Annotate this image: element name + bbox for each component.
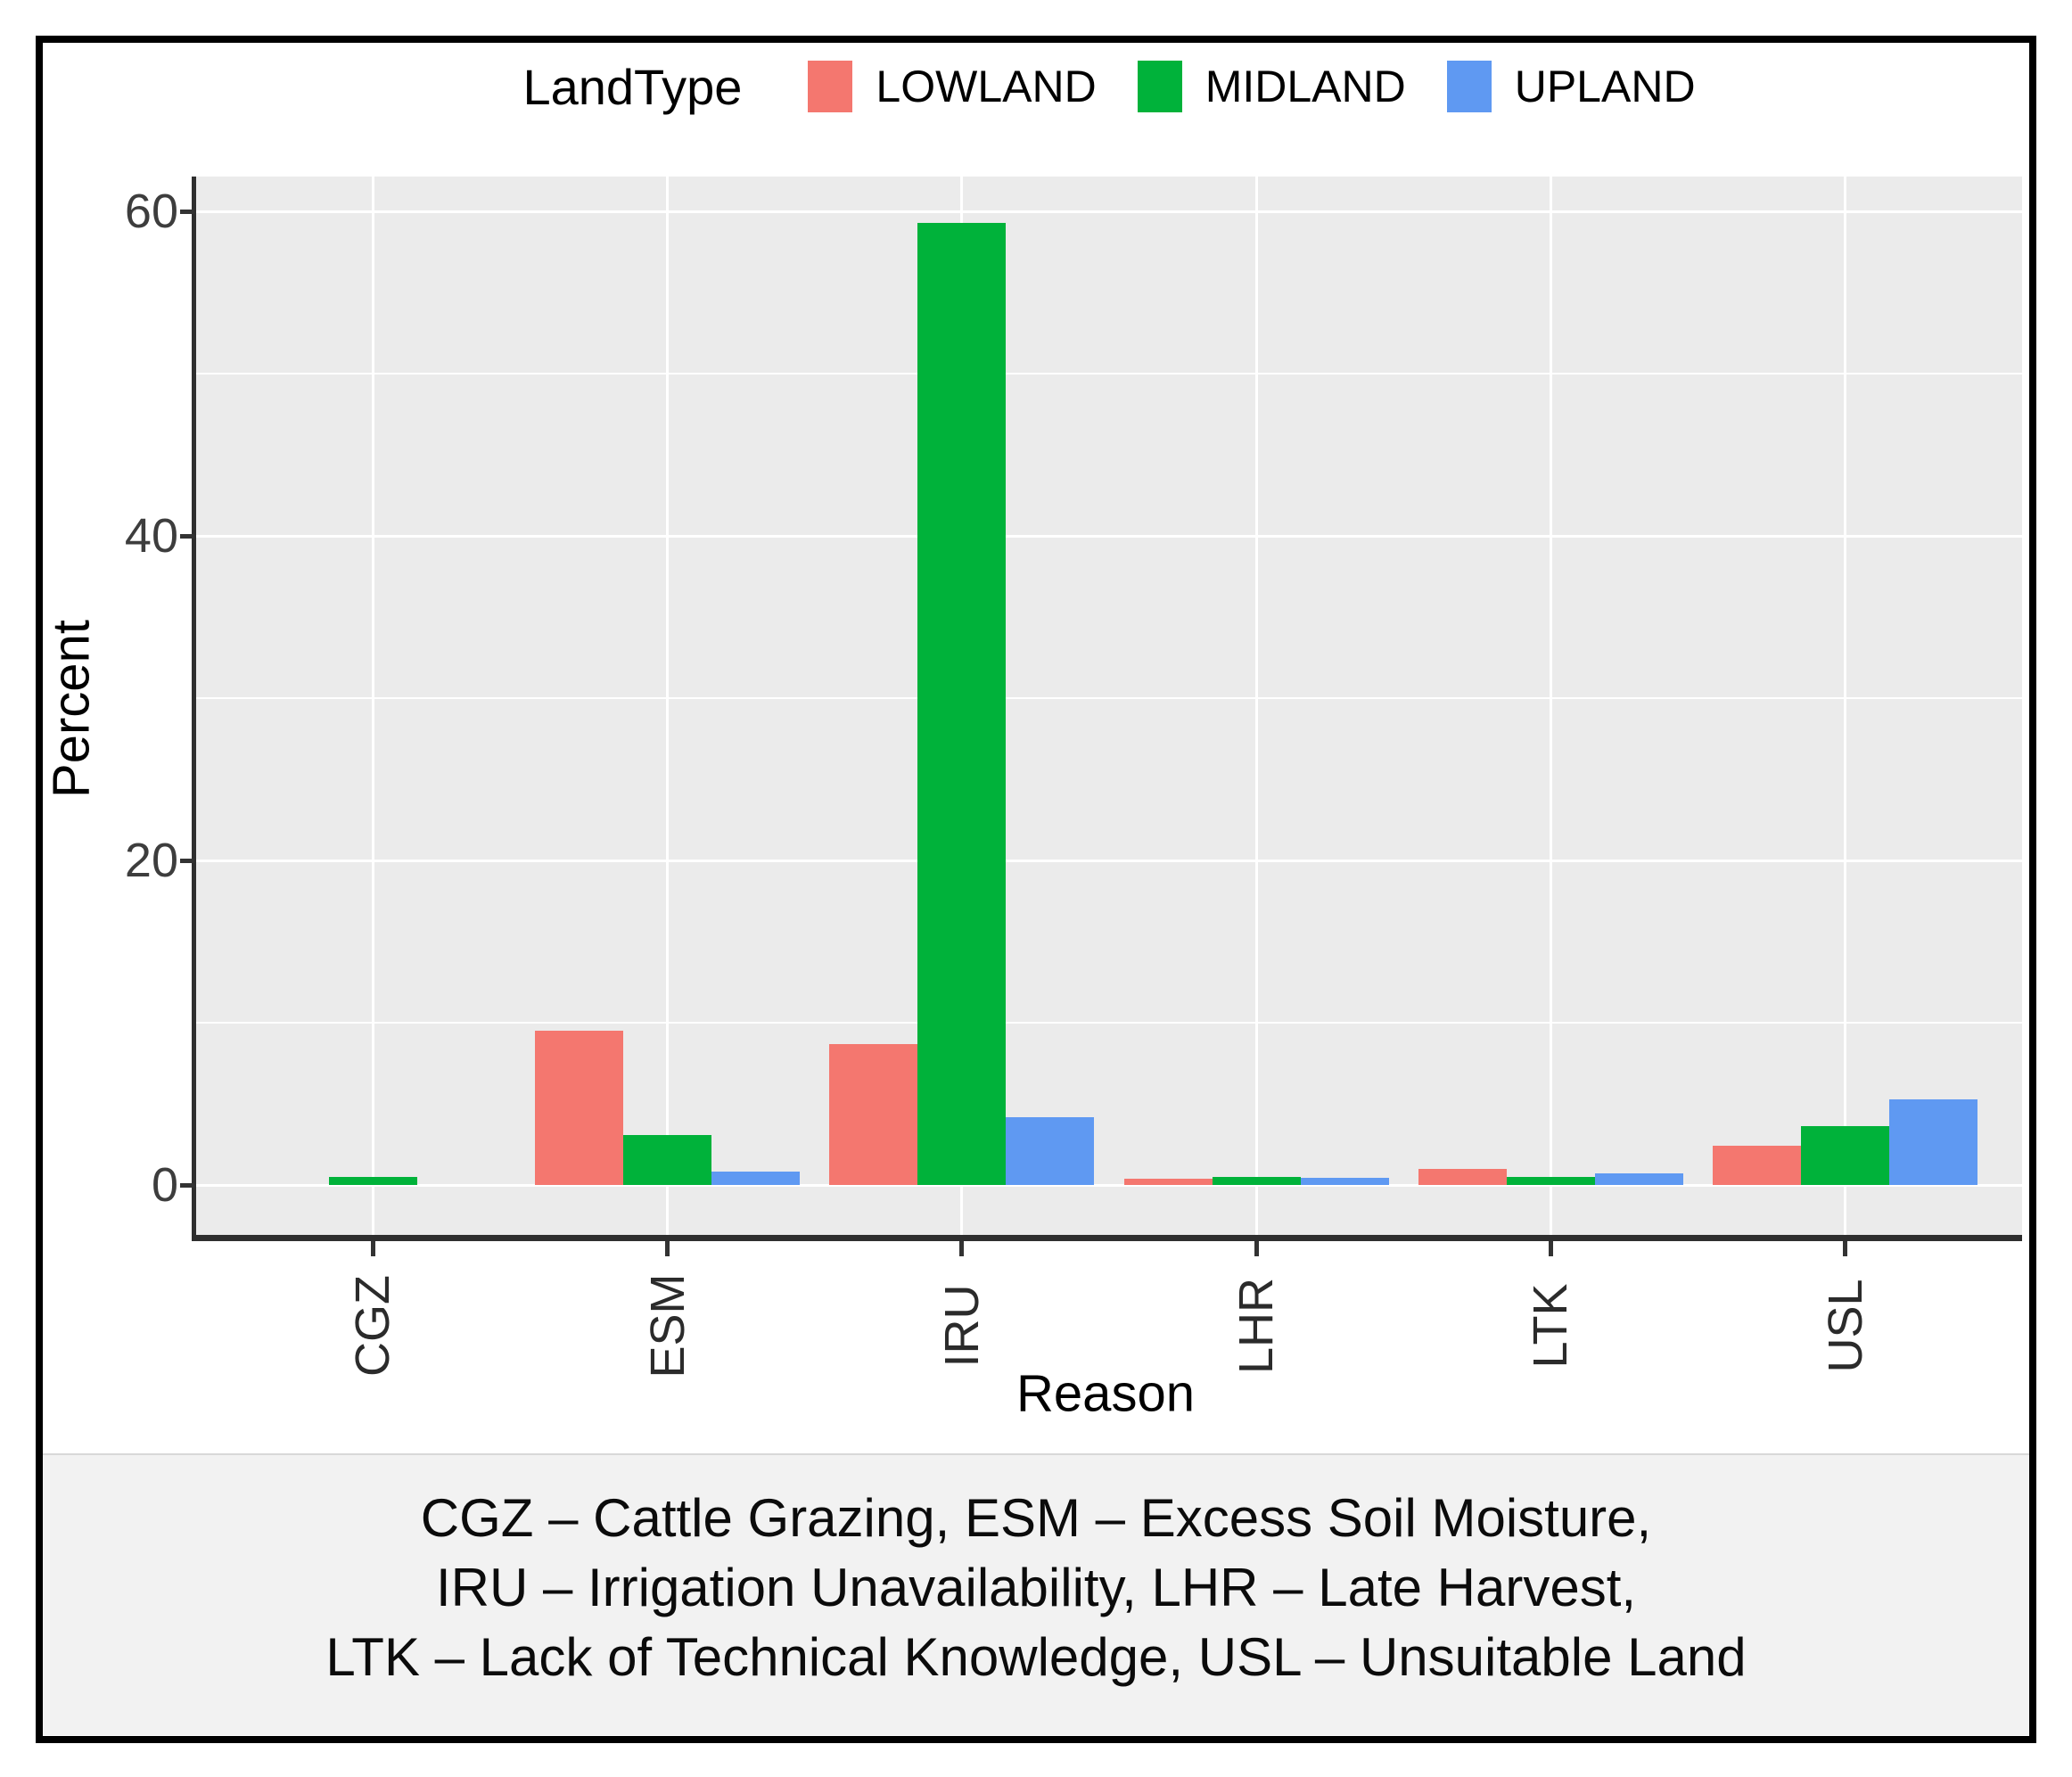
- y-tick-label: 0: [151, 1158, 178, 1212]
- legend-label: MIDLAND: [1205, 62, 1406, 111]
- legend-label: UPLAND: [1514, 62, 1696, 111]
- legend-title: LandType: [522, 58, 743, 115]
- gridline-minor: [196, 1022, 2022, 1024]
- gridline-major: [196, 534, 2022, 538]
- bar-ltk-midland: [1506, 1176, 1596, 1185]
- x-tick-label: ESM: [640, 1273, 695, 1378]
- y-axis-line: [192, 177, 196, 1241]
- bar-esm-lowland: [534, 1031, 623, 1185]
- x-tick-mark: [1843, 1241, 1848, 1256]
- bar-cgz-midland: [328, 1176, 417, 1185]
- y-axis-title: Percent: [42, 620, 101, 798]
- legend-label: LOWLAND: [876, 62, 1097, 111]
- y-tick-label: 20: [124, 834, 178, 887]
- x-tick-label: LTK: [1524, 1283, 1578, 1369]
- bar-esm-midland: [622, 1134, 712, 1185]
- bar-iru-lowland: [829, 1043, 918, 1185]
- y-tick-mark: [180, 858, 194, 863]
- x-tick-label: USL: [1818, 1279, 1872, 1373]
- bar-lhr-lowland: [1123, 1178, 1213, 1185]
- x-tick-label: IRU: [934, 1284, 989, 1368]
- x-tick-label: CGZ: [346, 1275, 400, 1377]
- gridline-major: [196, 859, 2022, 862]
- y-tick-mark: [180, 533, 194, 539]
- x-tick-mark: [1254, 1241, 1259, 1256]
- legend-item-upland: UPLAND: [1446, 61, 1696, 112]
- bar-ltk-upland: [1595, 1173, 1684, 1185]
- bar-lhr-midland: [1212, 1176, 1301, 1185]
- bar-lhr-upland: [1300, 1177, 1389, 1185]
- y-tick-mark: [180, 1182, 194, 1188]
- gridline-major: [196, 1183, 2022, 1187]
- gridline-x: [1844, 177, 1847, 1235]
- legend-swatch-midland: [1137, 61, 1182, 112]
- bar-esm-upland: [711, 1172, 801, 1185]
- caption-box: CGZ – Cattle Grazing, ESM – Excess Soil …: [43, 1453, 2029, 1735]
- y-tick-label: 40: [124, 509, 178, 563]
- gridline-x: [371, 177, 374, 1235]
- x-axis-line: [192, 1235, 2022, 1241]
- bar-usl-midland: [1801, 1126, 1890, 1185]
- caption-line-3: LTK – Lack of Technical Knowledge, USL –…: [325, 1627, 1747, 1687]
- bar-usl-lowland: [1713, 1146, 1802, 1185]
- legend-swatch-lowland: [808, 61, 853, 112]
- bar-iru-upland: [1006, 1116, 1095, 1185]
- gridline-x: [666, 177, 670, 1235]
- plot-panel: [196, 177, 2022, 1235]
- y-tick-label: 60: [124, 185, 178, 238]
- gridline-x: [1549, 177, 1552, 1235]
- gridline-minor: [196, 373, 2022, 374]
- y-tick-mark: [180, 209, 194, 214]
- x-tick-mark: [665, 1241, 670, 1256]
- gridline-x: [1254, 177, 1258, 1235]
- x-tick-mark: [370, 1241, 375, 1256]
- caption-line-2: IRU – Irrigation Unavailability, LHR – L…: [435, 1558, 1637, 1617]
- gridline-minor: [196, 697, 2022, 699]
- x-tick-mark: [959, 1241, 965, 1256]
- bar-iru-midland: [917, 222, 1007, 1185]
- bar-usl-upland: [1889, 1098, 1978, 1185]
- legend-swatch-upland: [1446, 61, 1492, 112]
- bar-ltk-lowland: [1418, 1168, 1507, 1185]
- gridline-major: [196, 210, 2022, 213]
- x-tick-label: LHR: [1229, 1277, 1284, 1375]
- legend: LandType LOWLAND MIDLAND UPLAND: [196, 46, 2022, 127]
- x-tick-mark: [1548, 1241, 1553, 1256]
- x-axis-title: Reason: [1016, 1364, 1195, 1423]
- legend-item-lowland: LOWLAND: [808, 61, 1097, 112]
- caption-line-1: CGZ – Cattle Grazing, ESM – Excess Soil …: [420, 1488, 1652, 1548]
- legend-item-midland: MIDLAND: [1137, 61, 1406, 112]
